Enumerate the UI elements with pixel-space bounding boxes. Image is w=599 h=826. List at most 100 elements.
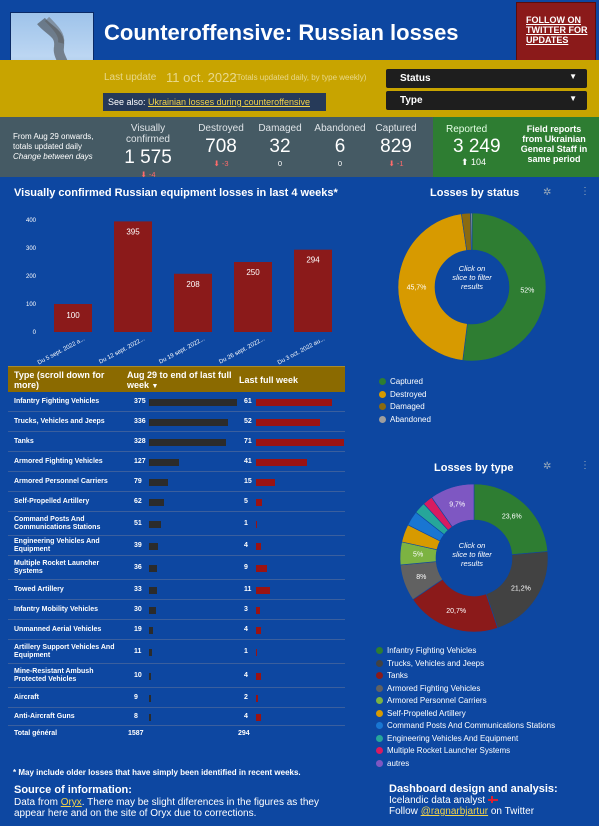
slice-value-label: 20,7%	[446, 608, 466, 615]
legend-label: autres	[387, 758, 410, 768]
status-pie-chart[interactable]: 52% 45,7%	[394, 207, 550, 367]
legend-dot-icon	[376, 659, 383, 667]
kpi-change-value: -4	[148, 170, 156, 179]
bar[interactable]	[234, 262, 272, 332]
legend-item[interactable]: Captured	[379, 376, 431, 389]
row-aug29-bar	[149, 521, 161, 528]
table-row[interactable]: Armored Fighting Vehicles 127 41	[8, 452, 345, 472]
bar[interactable]	[294, 249, 332, 332]
row-last-week-value: 41	[244, 458, 252, 465]
row-type-name: Self-Propelled Artillery	[14, 498, 90, 505]
dropdown-arrow-icon: ▼	[569, 94, 577, 103]
row-last-week-bar	[256, 521, 258, 528]
reset-filter-icon[interactable]: ✲	[543, 187, 552, 198]
bar-chart-title: Visually confirmed Russian equipment los…	[14, 187, 338, 199]
legend-label: Self-Propelled Artillery	[387, 708, 466, 718]
row-type-name: Artillery Support Vehicles And Equipment	[14, 644, 115, 659]
see-also-box: See also: Ukrainian losses during counte…	[103, 93, 326, 111]
legend-item[interactable]: Multiple Rocket Launcher Systems	[376, 745, 555, 758]
row-type-name: Aircraft	[14, 694, 39, 701]
row-aug29-value: 9	[134, 694, 138, 701]
legend-item[interactable]: Armored Fighting Vehicles	[376, 683, 555, 696]
type-filter-select[interactable]: Type ▼	[386, 91, 587, 110]
kpi-change: 0	[337, 159, 343, 168]
legend-item[interactable]: Trucks, Vehicles and Jeeps	[376, 658, 555, 671]
bar[interactable]	[54, 304, 92, 332]
legend-item[interactable]: Armored Personnel Carriers	[376, 695, 555, 708]
bar-value-label: 208	[186, 280, 200, 289]
table-total-row: Total général 1587 294	[8, 726, 345, 742]
weekly-losses-bar-chart[interactable]: 0 100 200 300 400 100 Du 5 sept. 2022 a... 395 D…	[8, 210, 348, 365]
see-also-link[interactable]: Ukrainian losses during counteroffensive	[148, 97, 310, 107]
legend-item[interactable]: Self-Propelled Artillery	[376, 708, 555, 721]
follow-twitter-button[interactable]: FOLLOW ON TWITTER FOR UPDATES	[516, 2, 596, 64]
table-row[interactable]: Anti-Aircraft Guns 8 4	[8, 708, 345, 726]
more-options-icon[interactable]: ⋮	[580, 186, 590, 197]
table-row[interactable]: Towed Artillery 33 11	[8, 580, 345, 600]
table-row[interactable]: Infantry Mobility Vehicles 30 3	[8, 600, 345, 620]
legend-item[interactable]: Engineering Vehicles And Equipment	[376, 733, 555, 746]
oryx-link[interactable]: Oryx	[60, 797, 82, 808]
iceland-flag-icon	[487, 796, 498, 803]
legend-label: Multiple Rocket Launcher Systems	[387, 746, 511, 755]
kpi-label: Visually confirmed	[126, 123, 170, 145]
row-last-week-bar	[256, 714, 261, 721]
column-header-type[interactable]: Type (scroll down for more)	[14, 370, 105, 390]
legend-dot-icon	[376, 647, 383, 654]
kpi-change: 0	[277, 159, 283, 168]
table-row[interactable]: Armored Personnel Carriers 79 15	[8, 472, 345, 492]
legend-label: Damaged	[390, 402, 425, 411]
status-filter-label: Status	[400, 73, 431, 84]
table-row[interactable]: Self-Propelled Artillery 62 5	[8, 492, 345, 512]
source-text: Data from Oryx. There may be slight dife…	[14, 797, 344, 819]
reset-filter-icon[interactable]: ✲	[543, 461, 552, 472]
bar[interactable]	[114, 221, 152, 332]
table-row[interactable]: Multiple Rocket Launcher Systems 36 9	[8, 556, 345, 580]
legend-item[interactable]: Infantry Fighting Vehicles	[376, 645, 555, 658]
legend-item[interactable]: Abandoned	[379, 414, 431, 427]
reported-value: 3 249	[453, 136, 501, 157]
kpi-change: ⬇ -4	[108, 170, 188, 179]
slice-value-label: 8%	[416, 574, 426, 581]
row-last-week-value: 5	[244, 498, 248, 505]
last-update-label: Last update	[104, 72, 157, 83]
slice-value-label: 23,6%	[502, 514, 522, 521]
table-row[interactable]: Artillery Support Vehicles And Equipment…	[8, 640, 345, 664]
column-header-aug29-label: Aug 29 to end of last full week	[127, 370, 232, 390]
dropdown-arrow-icon: ▼	[569, 72, 577, 81]
kpi-change: ⬇ -3	[181, 159, 261, 168]
table-row[interactable]: Unmanned Aerial Vehicles 19 4	[8, 620, 345, 640]
more-options-icon[interactable]: ⋮	[580, 460, 590, 471]
legend-item[interactable]: autres	[376, 758, 555, 771]
legend-dot-icon	[376, 672, 383, 679]
legend-item[interactable]: Damaged	[379, 401, 431, 414]
column-header-last-week[interactable]: Last full week	[239, 375, 299, 385]
row-aug29-value: 30	[134, 606, 142, 613]
table-row[interactable]: Engineering Vehicles And Equipment 39 4	[8, 536, 345, 556]
bar[interactable]	[174, 273, 212, 332]
table-row[interactable]: Tanks 328 71	[8, 432, 345, 452]
row-last-week-bar	[256, 695, 259, 702]
column-header-aug29[interactable]: Aug 29 to end of last full week ▼	[127, 370, 237, 392]
type-pie-chart[interactable]: 23,6% 21,2% 20,7% 8% 5% 9,7%	[396, 480, 552, 636]
row-aug29-value: 62	[134, 498, 142, 505]
legend-item[interactable]: Command Posts And Communications Station…	[376, 720, 555, 733]
donut-hole	[435, 250, 509, 324]
bar-value-label: 250	[246, 268, 260, 277]
table-row[interactable]: Trucks, Vehicles and Jeeps 336 52	[8, 412, 345, 432]
kpi-description: From Aug 29 onwards, totals updated dail…	[13, 132, 93, 162]
y-tick-label: 300	[26, 246, 37, 252]
table-row[interactable]: Command Posts And Communications Station…	[8, 512, 345, 536]
row-aug29-bar	[149, 543, 159, 550]
table-row[interactable]: Aircraft 9 2	[8, 688, 345, 708]
legend-dot-icon	[376, 747, 383, 754]
legend-label: Armored Fighting Vehicles	[387, 683, 481, 693]
twitter-handle-link[interactable]: @ragnarbjartur	[420, 806, 489, 817]
row-last-week-bar	[256, 399, 332, 406]
table-row[interactable]: Infantry Fighting Vehicles 375 61	[8, 392, 345, 412]
legend-item[interactable]: Destroyed	[379, 389, 431, 402]
status-filter-select[interactable]: Status ▼	[386, 69, 587, 88]
table-row[interactable]: Mine-Resistant Ambush Protected Vehicles…	[8, 664, 345, 688]
legend-item[interactable]: Tanks	[376, 670, 555, 683]
row-aug29-bar	[149, 419, 228, 426]
